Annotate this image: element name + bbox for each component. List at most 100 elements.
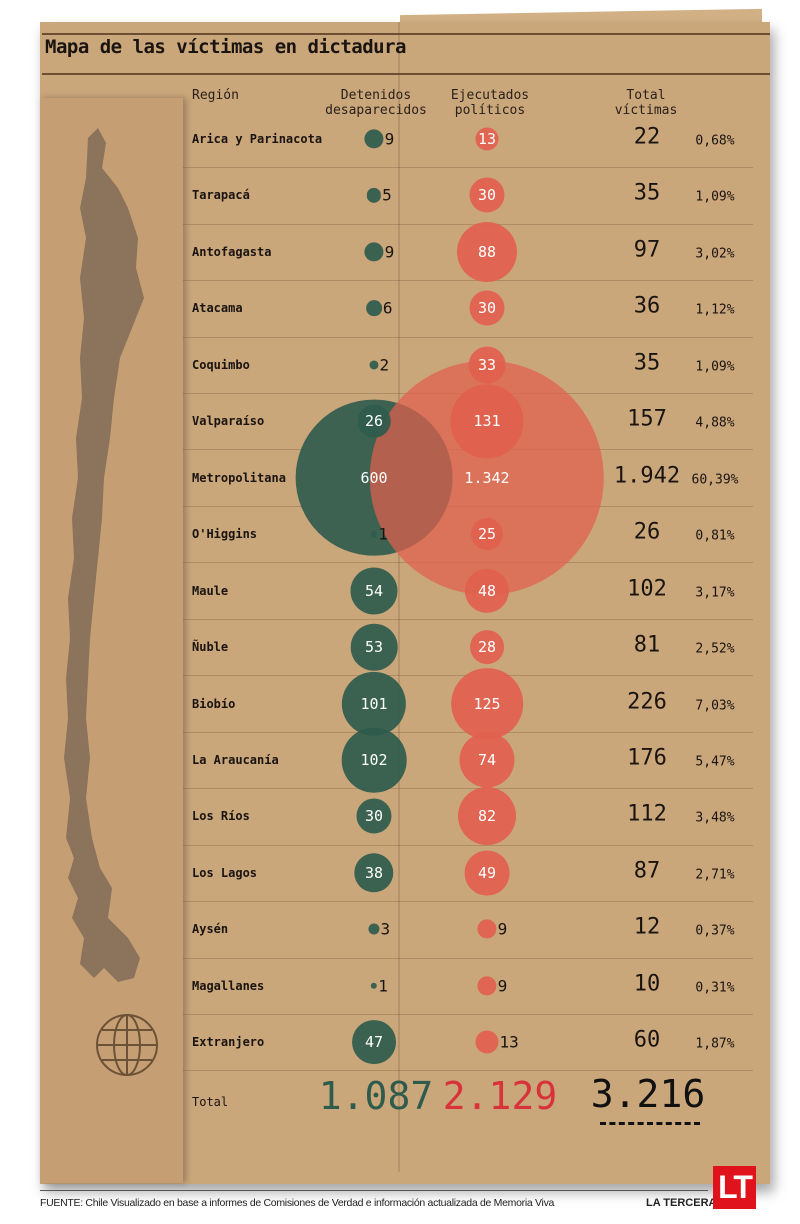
percent-value: 1,87% (695, 1036, 735, 1052)
detenidos-bubble (350, 567, 398, 615)
percent-value: 1,12% (695, 302, 735, 318)
percent-value: 3,48% (695, 810, 735, 826)
total-detenidos: 1.087 (318, 1074, 434, 1118)
ejecutados-value: 1.342 (464, 468, 510, 487)
header-ejecutados: Ejecutados políticos (440, 88, 540, 118)
detenidos-bubble (352, 1020, 396, 1065)
detenidos-value: 3 (380, 919, 391, 939)
region-name: Atacama (192, 301, 243, 316)
detenidos-value: 1 (378, 976, 388, 996)
region-name: Arica y Parinacota (192, 132, 323, 146)
percent-value: 60,39% (691, 472, 739, 488)
detenidos-value: 5 (382, 185, 392, 205)
header-detenidos: Detenidos desaparecidos (318, 88, 434, 118)
ejecutados-bubble (471, 518, 503, 551)
row-separator (183, 223, 753, 225)
region-name: Los Ríos (192, 809, 250, 824)
ejecutados-value: 48 (477, 581, 497, 600)
region-name: La Araucanía (192, 752, 279, 767)
total-label: Total (192, 1095, 229, 1109)
detenidos-bubble (370, 982, 378, 989)
detenidos-bubble (350, 623, 398, 671)
percent-value: 3,02% (695, 246, 735, 262)
ejecutados-value: 125 (473, 694, 501, 713)
header-total: Total víctimas (600, 88, 692, 118)
ejecutados-bubble (468, 346, 506, 384)
detenidos-bubble (364, 242, 384, 262)
total-value: 35 (633, 180, 661, 206)
percent-value: 2,71% (695, 867, 735, 883)
page-title: Mapa de las víctimas en dictadura (45, 36, 407, 58)
header-detenidos-line1: Detenidos (340, 88, 412, 103)
ejecutados-value: 25 (477, 525, 497, 544)
row-separator (183, 1013, 753, 1015)
detenidos-bubble (369, 360, 379, 370)
source-note: FUENTE: Chile Visualizado en base a info… (40, 1197, 555, 1209)
header-detenidos-line2: desaparecidos (325, 103, 427, 118)
detenidos-value: 600 (360, 468, 388, 487)
detenidos-bubble (341, 671, 407, 736)
ejecutados-value: 49 (477, 863, 497, 882)
percent-value: 0,31% (695, 980, 735, 996)
total-value: 157 (627, 406, 667, 432)
total-ejecutados: 2.129 (442, 1074, 558, 1118)
title-rule-top (42, 33, 770, 35)
detenidos-bubble (370, 530, 378, 538)
detenidos-value: 101 (360, 694, 388, 713)
ejecutados-bubble (464, 568, 510, 613)
ejecutados-value: 30 (477, 186, 497, 205)
percent-value: 0,81% (695, 528, 735, 544)
percent-value: 2,52% (695, 641, 735, 657)
header-total-line1: Total (626, 88, 666, 103)
percent-value: 7,03% (695, 698, 735, 713)
region-name: Valparaíso (192, 414, 265, 429)
ejecutados-value: 74 (477, 750, 497, 769)
row-separator (183, 618, 753, 620)
ejecutados-bubble (477, 976, 497, 996)
ejecutados-bubble (450, 384, 524, 458)
ejecutados-bubble (456, 221, 518, 282)
map-flap (40, 98, 183, 1183)
region-name: Antofagasta (192, 244, 272, 259)
region-name: O'Higgins (192, 527, 258, 542)
paper-fold (398, 22, 400, 1172)
header-total-line2: víctimas (614, 103, 678, 118)
detenidos-value: 26 (364, 412, 384, 431)
detenidos-bubble (356, 798, 392, 834)
ejecutados-value: 82 (477, 807, 497, 826)
ejecutados-bubble (469, 290, 505, 326)
brand-name: LA TERCERA (646, 1197, 717, 1209)
row-separator (183, 957, 753, 959)
ejecutados-bubble (475, 1030, 499, 1054)
total-value: 97 (633, 237, 661, 263)
ejecutados-value: 13 (477, 130, 497, 148)
detenidos-value: 9 (384, 242, 395, 262)
percent-value: 1,09% (695, 359, 735, 375)
ejecutados-value: 9 (497, 919, 508, 939)
total-value: 26 (633, 519, 661, 545)
total-victimas: 3.216 (590, 1072, 706, 1116)
total-value: 35 (633, 350, 661, 376)
region-name: Tarapacá (192, 188, 250, 203)
percent-value: 4,88% (695, 415, 735, 431)
detenidos-value: 30 (364, 807, 384, 826)
detenidos-bubble (364, 129, 384, 149)
detenidos-value: 102 (360, 750, 388, 769)
header-ejecutados-line1: Ejecutados (450, 88, 530, 103)
chile-map-icon (64, 128, 144, 982)
region-name: Metropolitana (192, 470, 286, 485)
ejecutados-bubble (470, 630, 504, 664)
total-value: 60 (633, 1027, 661, 1053)
row-separator (183, 844, 753, 846)
ejecutados-bubble (475, 127, 499, 151)
detenidos-value: 9 (384, 129, 395, 149)
detenidos-bubble (341, 727, 407, 793)
ejecutados-bubble (451, 667, 523, 740)
percent-value: 0,68% (695, 133, 735, 149)
brand-logo: LT (713, 1166, 756, 1209)
region-name: Coquimbo (192, 357, 250, 372)
detenidos-value: 47 (364, 1033, 384, 1052)
ejecutados-value: 30 (477, 299, 497, 318)
header-ejecutados-line2: políticos (454, 103, 526, 118)
ejecutados-value: 13 (499, 1032, 519, 1052)
